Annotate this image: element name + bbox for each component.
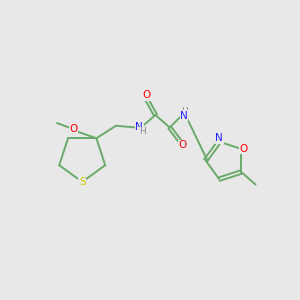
Text: N: N	[180, 111, 188, 121]
Text: N: N	[136, 122, 143, 133]
Text: O: O	[69, 124, 77, 134]
Text: O: O	[240, 144, 248, 154]
Text: S: S	[79, 177, 86, 187]
Text: O: O	[142, 90, 151, 100]
Text: H: H	[182, 107, 188, 116]
Text: H: H	[140, 128, 146, 136]
Text: O: O	[178, 140, 186, 150]
Text: N: N	[215, 133, 223, 143]
